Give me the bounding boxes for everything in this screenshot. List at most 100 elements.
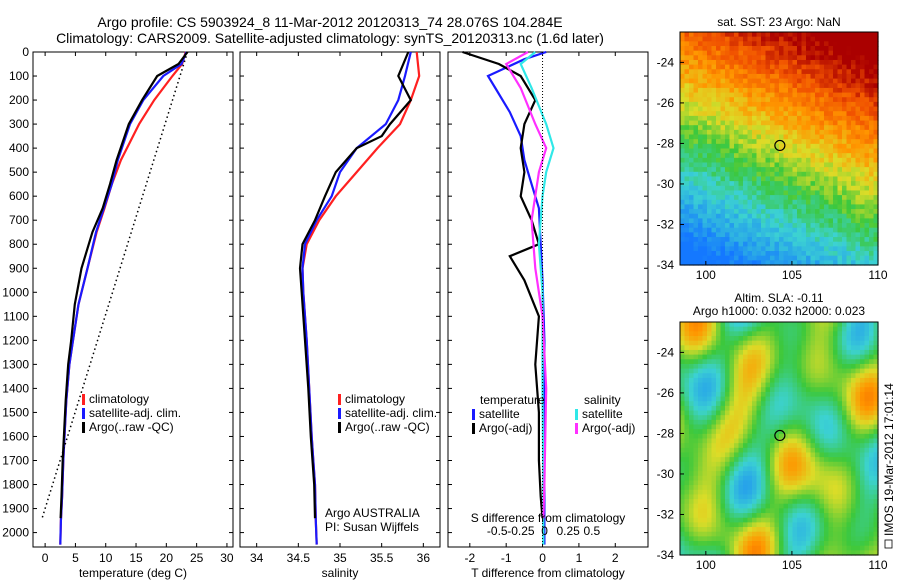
sst_map-cell [792,237,798,243]
sla_map-cell [698,485,704,491]
sst_map-cell [725,255,731,261]
sla_map-cell [837,345,843,351]
sla_map-cell [698,447,704,454]
sst_map-cell [680,190,686,196]
sst_map-cell [869,64,875,70]
sst_map-cell [864,83,870,89]
sla_map-cell [743,424,749,430]
sla_map-cell [833,517,839,523]
sst_map-cell [779,50,785,56]
sst_map-cell [770,87,776,94]
sla_map-cell [846,326,852,332]
sst_map-cell [774,134,780,140]
sst_map-cell [810,129,816,136]
sla_map-cell [702,517,708,523]
sla_map-cell [689,429,695,435]
sst_map-cell [729,45,735,52]
sst_map-cell [761,260,767,266]
sst_map-cell [873,171,879,178]
sla_map-cell [707,387,713,393]
sst_map-cell [833,139,839,145]
sla_map-cell [855,461,861,468]
sla_map-cell [792,527,798,533]
sla_map-cell [842,396,848,402]
sla_map-cell [783,382,789,388]
sst_map-cell [738,218,744,224]
sla_map-cell [855,322,861,328]
sla_map-cell [846,480,852,486]
sst_map-cell [716,50,722,56]
sst_map-cell [680,78,686,84]
sla_map-cell [819,452,825,458]
sst_map-cell [860,87,866,94]
sla_map-cell [689,494,695,500]
sla_map-cell [833,373,839,379]
sla_map-cell [833,447,839,454]
sst_map-cell [788,45,794,52]
sst_map-cell [711,120,717,126]
sst_map-cell [761,162,767,168]
sla_map-cell [806,550,812,556]
sla_map-cell [846,457,852,463]
sst_map-cell [774,143,780,150]
sla_map-cell [801,396,807,402]
sla_map-cell [689,322,695,328]
sst_map-cell [792,227,798,233]
sst_map-cell [797,139,803,145]
sst_map-cell [828,223,834,229]
sla_map-cell [693,387,699,393]
sla_map-cell [815,517,821,523]
sla_map-cell [779,452,785,458]
sla_map-cell [801,377,807,384]
sst_map-cell [765,45,771,52]
sla_map-cell [860,494,866,500]
sla_map-cell [774,480,780,486]
sst_map-cell [824,115,830,122]
sla_map-cell [846,424,852,430]
sla_map-cell [846,349,852,356]
sst_map-cell [743,190,749,196]
sla_map-cell [806,545,812,551]
sst_map-cell [747,246,753,252]
sst_map-cell [860,251,866,257]
sst_map-cell [806,223,812,229]
sla_map-cell [828,489,834,496]
sst_map-cell [761,167,767,173]
sla_map-cell [833,545,839,551]
sst_map-cell [702,260,708,266]
sla_map-cell [824,424,830,430]
sla_map-cell [837,363,843,370]
sst_map-cell [855,134,861,140]
sla_map-cell [828,424,834,430]
sst_map-cell [801,181,807,187]
sla_map-cell [842,452,848,458]
sst_map-cell [851,106,857,112]
sla_map-cell [684,447,690,454]
sla_map-cell [815,415,821,421]
sst_map-cell [864,36,870,42]
sst_map-cell [873,153,879,159]
sla_map-cell [801,489,807,496]
sst_map-cell [698,171,704,178]
sla_map-cell [716,447,722,454]
sst_map-cell [833,83,839,89]
sla_map-cell [851,438,857,444]
sst_map-cell [770,83,776,89]
sla_map-cell [855,452,861,458]
sla_map-cell [851,489,857,496]
sst_map-cell [837,143,843,150]
sla_map-cell [869,368,875,374]
salinity-legend-label: Argo(..raw -QC) [345,420,430,434]
sst_map-cell [680,143,686,150]
sst_map-cell [711,185,717,192]
sst_map-cell [783,227,789,233]
sla_map-cell [738,331,744,337]
sla_map-cell [738,480,744,486]
sla_map-cell [815,410,821,416]
sla_map-cell [743,359,749,365]
sst_map-cell [698,176,704,182]
sla_map-cell [783,396,789,402]
sla_map-cell [846,433,852,440]
sla_map-cell [756,331,762,337]
sst_map-cell [756,55,762,61]
